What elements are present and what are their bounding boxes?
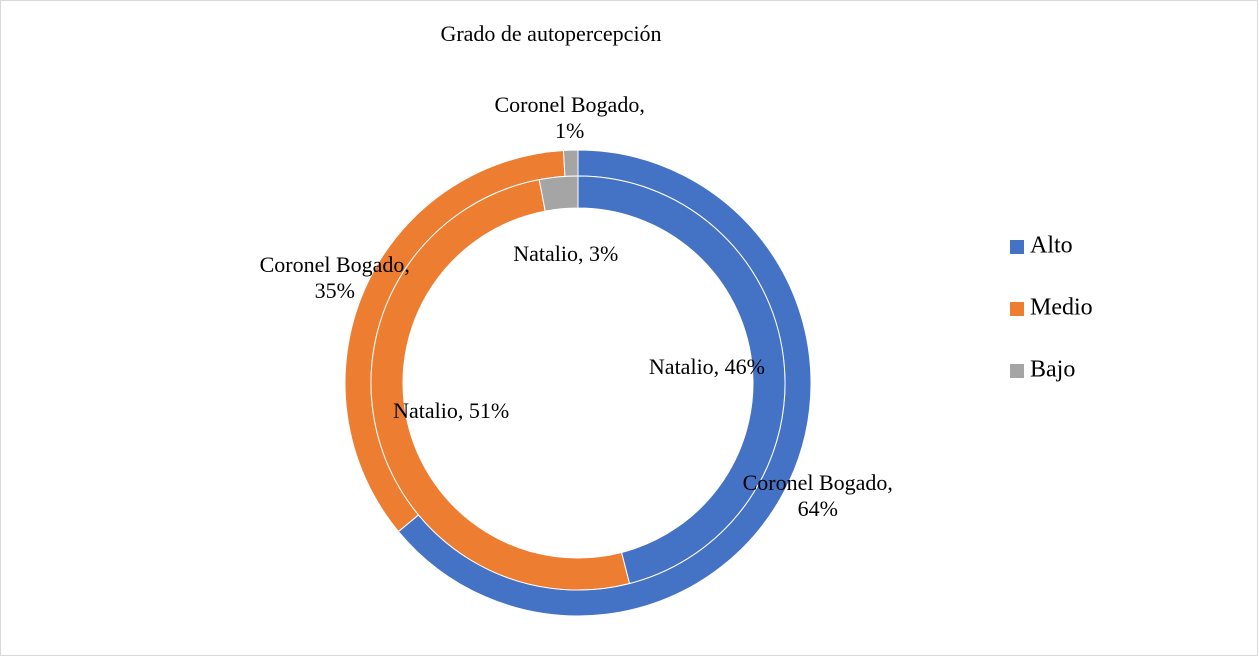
data-label: Natalio, 3% — [513, 240, 619, 266]
doughnut-segment — [370, 179, 631, 591]
data-label: Coronel Bogado, 1% — [494, 92, 645, 144]
legend-swatch — [1010, 240, 1024, 254]
chart-title: Grado de autopercepción — [440, 21, 661, 46]
legend-label: Alto — [1030, 233, 1073, 259]
doughnut-segment — [577, 175, 786, 585]
data-label: Coronel Bogado, 35% — [259, 251, 410, 303]
doughnut-segment — [562, 149, 579, 177]
legend-label: Medio — [1030, 295, 1093, 321]
data-label: Natalio, 51% — [393, 398, 510, 424]
legend-label: Bajo — [1030, 357, 1075, 383]
data-label: Natalio, 46% — [648, 353, 766, 379]
legend-swatch — [1010, 302, 1024, 316]
legend-swatch — [1010, 364, 1024, 378]
data-label: Coronel Bogado, 64% — [742, 469, 893, 521]
doughnut-segment — [538, 175, 579, 212]
